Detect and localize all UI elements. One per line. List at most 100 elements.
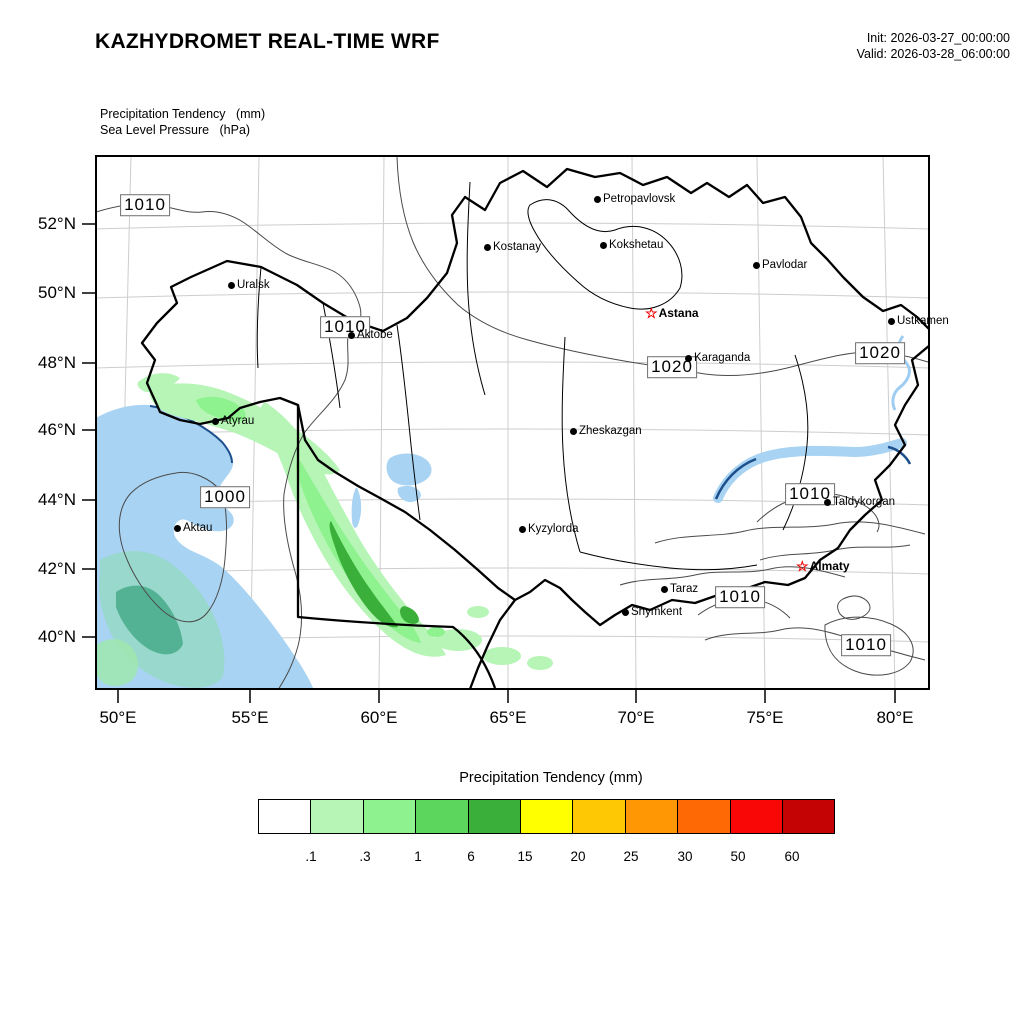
city-label: Astana [658, 306, 699, 320]
pressure-label-1010-aktobe: 1010 [320, 316, 370, 338]
lake-balkhash [713, 438, 912, 503]
pressure-label-1000-caspian: 1000 [200, 486, 250, 508]
pressure-label-1010-taldykorgan: 1010 [785, 483, 835, 505]
map-frame [95, 155, 930, 690]
city-label: Shymkent [631, 606, 683, 618]
precipitation-shading [96, 373, 553, 688]
city-dot-icon [661, 585, 668, 593]
city-label: Aktau [183, 522, 213, 534]
lon-label-75e: 75°E [746, 708, 784, 727]
pressure-label-1020-karaganda: 1020 [647, 356, 697, 378]
legend-tick-8: 50 [730, 849, 746, 864]
legend-colorbar [258, 799, 836, 834]
run-times: Init: 2026-03-27_00:00:00 Valid: 2026-03… [857, 30, 1010, 63]
legend-cell-0 [258, 799, 312, 834]
city-marker-almaty: ☆ Almaty [796, 559, 850, 573]
legend-cell-6 [572, 799, 626, 834]
legend-tick-7: 30 [677, 849, 693, 864]
valid-time: Valid: 2026-03-28_06:00:00 [856, 47, 1010, 62]
city-label: Ustkamen [897, 315, 949, 327]
legend-cell-8 [677, 799, 731, 834]
city-dot-icon [594, 195, 601, 203]
city-dot-icon [174, 524, 181, 532]
lon-label-50e: 50°E [99, 708, 137, 727]
region-borders [256, 181, 809, 571]
city-marker-uralsk: Uralsk [228, 279, 270, 291]
city-marker-astana: ☆ Astana [645, 306, 699, 320]
lon-label-55e: 55°E [231, 708, 269, 727]
legend-tick-3: 6 [467, 849, 475, 864]
legend-title: Precipitation Tendency (mm) [459, 770, 643, 786]
city-label: Karaganda [694, 352, 751, 364]
city-marker-shymkent: Shymkent [622, 606, 682, 618]
lat-label-44n: 44°N [38, 490, 76, 509]
city-dot-icon [753, 261, 760, 269]
city-dot-icon [484, 243, 491, 251]
city-marker-karaganda: Karaganda [685, 352, 750, 364]
legend-cell-3 [415, 799, 469, 834]
pressure-contours [96, 156, 929, 689]
axis-ticks [82, 223, 896, 703]
capital-star-icon: ☆ [645, 305, 658, 321]
city-marker-zheskazgan: Zheskazgan [570, 425, 642, 437]
pressure-label-1010-nw: 1010 [120, 194, 170, 216]
city-dot-icon [348, 331, 355, 339]
city-marker-kyzylorda: Kyzylorda [519, 523, 579, 535]
legend-cell-2 [362, 799, 417, 834]
city-dot-icon [622, 608, 629, 616]
lon-label-80e: 80°E [876, 708, 914, 727]
legend-cell-4 [467, 799, 521, 834]
city-dot-icon [888, 317, 895, 325]
city-marker-pavlodar: Pavlodar [753, 259, 807, 271]
legend-tick-4: 15 [517, 849, 533, 864]
field-subtitle: Precipitation Tendency (mm) Sea Level Pr… [100, 106, 265, 139]
legend-tick-2: 1 [414, 849, 422, 864]
city-label: Atyrau [221, 415, 255, 427]
subtitle-pressure: Sea Level Pressure (hPa) [100, 123, 251, 138]
city-marker-aktau: Aktau [174, 522, 212, 534]
city-label: Uralsk [237, 279, 270, 291]
city-marker-kostanay: Kostanay [484, 241, 541, 253]
lon-label-65e: 65°E [489, 708, 527, 727]
aral-sea [351, 453, 432, 528]
lon-label-60e: 60°E [360, 708, 398, 727]
city-dot-icon [212, 417, 219, 425]
lat-label-48n: 48°N [38, 353, 76, 372]
city-label: Kyzylorda [528, 523, 579, 535]
city-label: Kokshetau [609, 239, 664, 251]
city-dot-icon [519, 525, 526, 533]
city-dot-icon [600, 241, 607, 249]
lon-label-70e: 70°E [617, 708, 655, 727]
city-label: Aktobe [357, 329, 393, 341]
city-marker-aktobe: Aktobe [348, 329, 393, 341]
city-marker-petropavlovsk: Petropavlovsk [594, 193, 675, 205]
legend-cell-9 [729, 799, 783, 834]
city-label: Taldykorgan [833, 496, 896, 508]
legend-tick-6: 25 [623, 849, 639, 864]
city-dot-icon [685, 354, 692, 362]
legend-tick-9: 60 [784, 849, 800, 864]
city-label: Almaty [809, 559, 850, 573]
lat-label-52n: 52°N [38, 214, 76, 233]
city-marker-taldykorgan: Taldykorgan [824, 496, 895, 508]
legend-tick-0: .1 [305, 849, 317, 864]
city-label: Kostanay [493, 241, 541, 253]
legend-tick-1: .3 [359, 849, 371, 864]
pressure-label-1010-se: 1010 [841, 634, 891, 656]
subtitle-precip: Precipitation Tendency (mm) [100, 107, 266, 121]
legend-tick-5: 20 [570, 849, 586, 864]
pressure-label-1010-taraz: 1010 [715, 586, 765, 608]
city-marker-taraz: Taraz [661, 583, 698, 595]
lat-label-40n: 40°N [38, 627, 76, 646]
city-dot-icon [228, 281, 235, 289]
city-dot-icon [570, 427, 577, 435]
legend-cell-10 [781, 799, 836, 834]
city-dot-icon [824, 498, 831, 506]
city-marker-ustkamen: Ustkamen [888, 315, 949, 327]
capital-star-icon: ☆ [796, 558, 809, 574]
lat-label-46n: 46°N [38, 420, 76, 439]
city-label: Zheskazgan [579, 425, 642, 437]
page-title: KAZHYDROMET REAL-TIME WRF [95, 30, 440, 53]
